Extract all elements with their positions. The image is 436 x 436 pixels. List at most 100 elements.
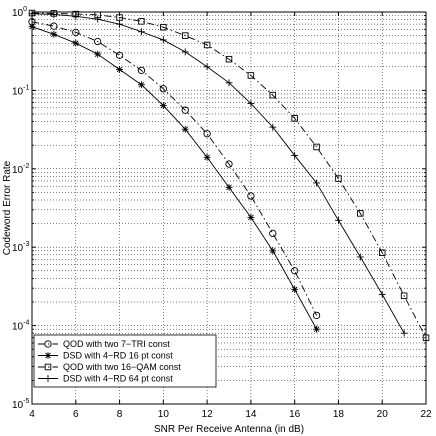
data-point [400,292,408,300]
series-line [31,12,427,338]
data-point [357,210,364,217]
data-point [72,28,80,37]
legend-box [33,334,217,388]
data-point [94,50,102,58]
x-tick-label: 20 [377,409,389,420]
y-axis-label: Codeword Error Rate [2,160,13,255]
x-tick-label: 6 [73,409,79,420]
data-point [225,55,233,63]
data-point [50,30,58,38]
data-point [138,81,145,89]
data-point [50,22,58,30]
data-point [313,325,320,333]
data-point [269,247,277,255]
series-line [31,26,317,330]
data-point [356,253,364,261]
data-point [137,66,146,75]
x-axis-label: SNR Per Receive Antenna (in dB) [154,424,304,435]
data-point [400,329,408,337]
series-1 [28,23,320,333]
data-point [291,285,299,293]
data-point [247,192,255,200]
legend-entry-label: DSD with 4−RD 16 pt const [63,351,173,361]
data-point [181,106,189,114]
data-point [313,179,320,187]
data-point [335,175,342,182]
data-point [378,291,386,298]
data-point [138,28,145,36]
x-tick-label: 12 [202,409,214,420]
data-point [335,216,342,224]
legend-marker [44,340,52,348]
y-tick-label: 10-2 [12,163,29,176]
legend: QOD with two 7−TRI const DSD with 4−RD 16… [33,334,217,388]
y-tick-base: 10 [12,165,24,176]
data-point [181,32,189,39]
data-point [159,102,167,109]
x-tick-label: 4 [29,409,35,420]
x-tick-label: 10 [158,409,170,420]
x-tick-label: 18 [333,409,345,420]
y-tick-exponent: -1 [23,84,29,91]
data-point [181,48,189,56]
data-point [378,249,386,256]
y-tick-base: 10 [12,400,24,411]
data-point [116,66,123,73]
data-point [203,41,211,49]
y-tick-exponent: -4 [23,320,29,327]
data-point [312,311,321,320]
data-point [247,213,255,221]
x-tick-label: 14 [245,409,257,420]
data-point [313,143,320,151]
legend-entry-label: QOD with two 16−QAM const [63,362,181,372]
y-tick-label: 10-5 [12,398,29,411]
data-point [138,18,145,25]
series-layer [28,9,430,341]
data-point [160,23,167,31]
y-tick-label: 10-3 [12,241,29,254]
y-tick-base: 10 [12,86,24,97]
data-point [247,72,255,79]
y-tick-label: 100 [12,6,27,19]
y-tick-label: 10-4 [12,320,29,333]
data-point [291,267,299,275]
legend-entry-label: QOD with two 7−TRI const [63,339,170,349]
legend-marker [44,352,52,359]
data-point [203,130,211,138]
y-tick-exponent: -5 [23,398,29,405]
data-point [181,125,189,133]
data-point [159,85,167,93]
x-tick-label: 16 [289,409,301,420]
series-line [31,21,317,316]
data-point [269,229,277,238]
data-point [116,20,123,28]
data-point [225,79,233,87]
legend-marker [44,363,52,371]
x-tick-label: 22 [420,409,432,420]
legend-marker [44,375,52,382]
legend-entry-label: DSD with 4−RD 64 pt const [63,374,173,384]
data-point [203,63,211,71]
data-point [225,183,233,191]
data-point [291,115,298,122]
data-point [94,37,102,46]
series-line [31,13,405,334]
y-tick-base: 10 [12,322,24,333]
data-point [247,100,255,107]
series-0 [28,18,321,320]
data-point [203,153,211,161]
data-point [269,123,277,131]
data-point [94,15,102,23]
data-point [225,160,233,168]
data-point [72,39,80,47]
data-point [159,36,167,44]
y-tick-exponent: 0 [23,6,27,13]
grid [32,12,426,404]
y-tick-exponent: -3 [23,241,29,248]
series-3 [28,10,408,337]
data-point [291,152,299,159]
data-point [269,91,277,99]
plot-frame [31,11,427,405]
